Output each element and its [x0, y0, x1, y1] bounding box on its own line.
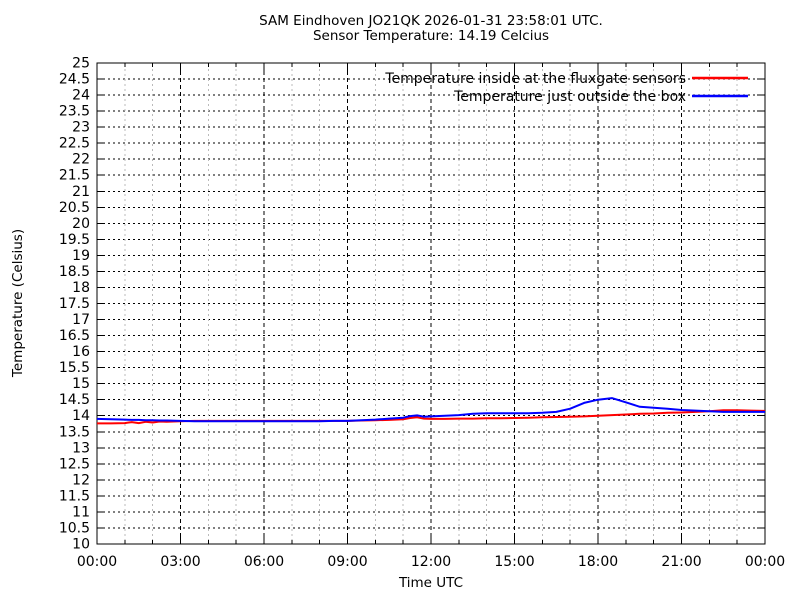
y-tick-label: 15: [72, 376, 90, 392]
gridlines: [98, 64, 764, 543]
y-tick-label: 22.5: [59, 136, 90, 152]
y-tick-label: 10.5: [59, 520, 90, 536]
x-tick-labels: 00:00 03:00 06:00 09:00 12:00 15:00 18:00 21:00…: [77, 554, 785, 570]
x-tick-label: 12:00: [411, 554, 451, 570]
y-tick-label: 19: [72, 248, 90, 264]
y-tick-label: 24.5: [59, 72, 90, 88]
x-tick-label: 18:00: [578, 554, 618, 570]
y-tick-label: 19.5: [59, 232, 90, 248]
y-tick-label: 17: [72, 312, 90, 328]
y-tick-label: 18.5: [59, 264, 90, 280]
chart-title: SAM Eindhoven JO21QK 2026-01-31 23:58:01…: [259, 13, 603, 29]
y-tick-label: 12.5: [59, 456, 90, 472]
x-axis-label: Time UTC: [398, 575, 463, 591]
y-tick-label: 12: [72, 472, 90, 488]
y-tick-label: 22: [72, 152, 90, 168]
y-tick-label: 14: [72, 408, 90, 424]
axis-ticks: [96, 62, 766, 545]
y-tick-label: 23.5: [59, 104, 90, 120]
y-tick-label: 13: [72, 440, 90, 456]
y-tick-labels: 1010.51111.51212.51313.51414.51515.51616…: [59, 56, 90, 553]
y-tick-label: 10: [72, 537, 90, 553]
y-tick-label: 16.5: [59, 328, 90, 344]
series-line-1: [96, 397, 765, 423]
y-tick-label: 21: [72, 184, 90, 200]
x-tick-label: 00:00: [745, 554, 785, 570]
y-tick-label: 16: [72, 344, 90, 360]
x-tick-label: 21:00: [661, 554, 701, 570]
y-tick-label: 17.5: [59, 296, 90, 312]
x-tick-label: 03:00: [160, 554, 200, 570]
y-tick-label: 20: [72, 216, 90, 232]
y-tick-label: 24: [72, 88, 90, 104]
legend-label-outside: Temperature just outside the box: [453, 89, 686, 105]
y-tick-label: 18: [72, 280, 90, 296]
x-tick-label: 09:00: [327, 554, 367, 570]
x-tick-label: 00:00: [77, 554, 117, 570]
y-axis-label: Temperature (Celsius): [10, 229, 26, 378]
y-tick-label: 14.5: [59, 392, 90, 408]
legend-label-inside: Temperature inside at the fluxgate senso…: [384, 71, 686, 87]
legend: Temperature inside at the fluxgate senso…: [384, 71, 748, 105]
y-tick-label: 13.5: [59, 424, 90, 440]
chart-subtitle: Sensor Temperature: 14.19 Celcius: [313, 28, 549, 44]
x-tick-label: 15:00: [494, 554, 534, 570]
y-tick-label: 23: [72, 120, 90, 136]
y-tick-label: 11.5: [59, 488, 90, 504]
y-tick-label: 25: [72, 56, 90, 72]
x-tick-label: 06:00: [244, 554, 284, 570]
data-series: [96, 397, 766, 425]
y-tick-label: 20.5: [59, 200, 90, 216]
y-tick-label: 21.5: [59, 168, 90, 184]
y-tick-label: 11: [72, 504, 90, 520]
y-tick-label: 15.5: [59, 360, 90, 376]
